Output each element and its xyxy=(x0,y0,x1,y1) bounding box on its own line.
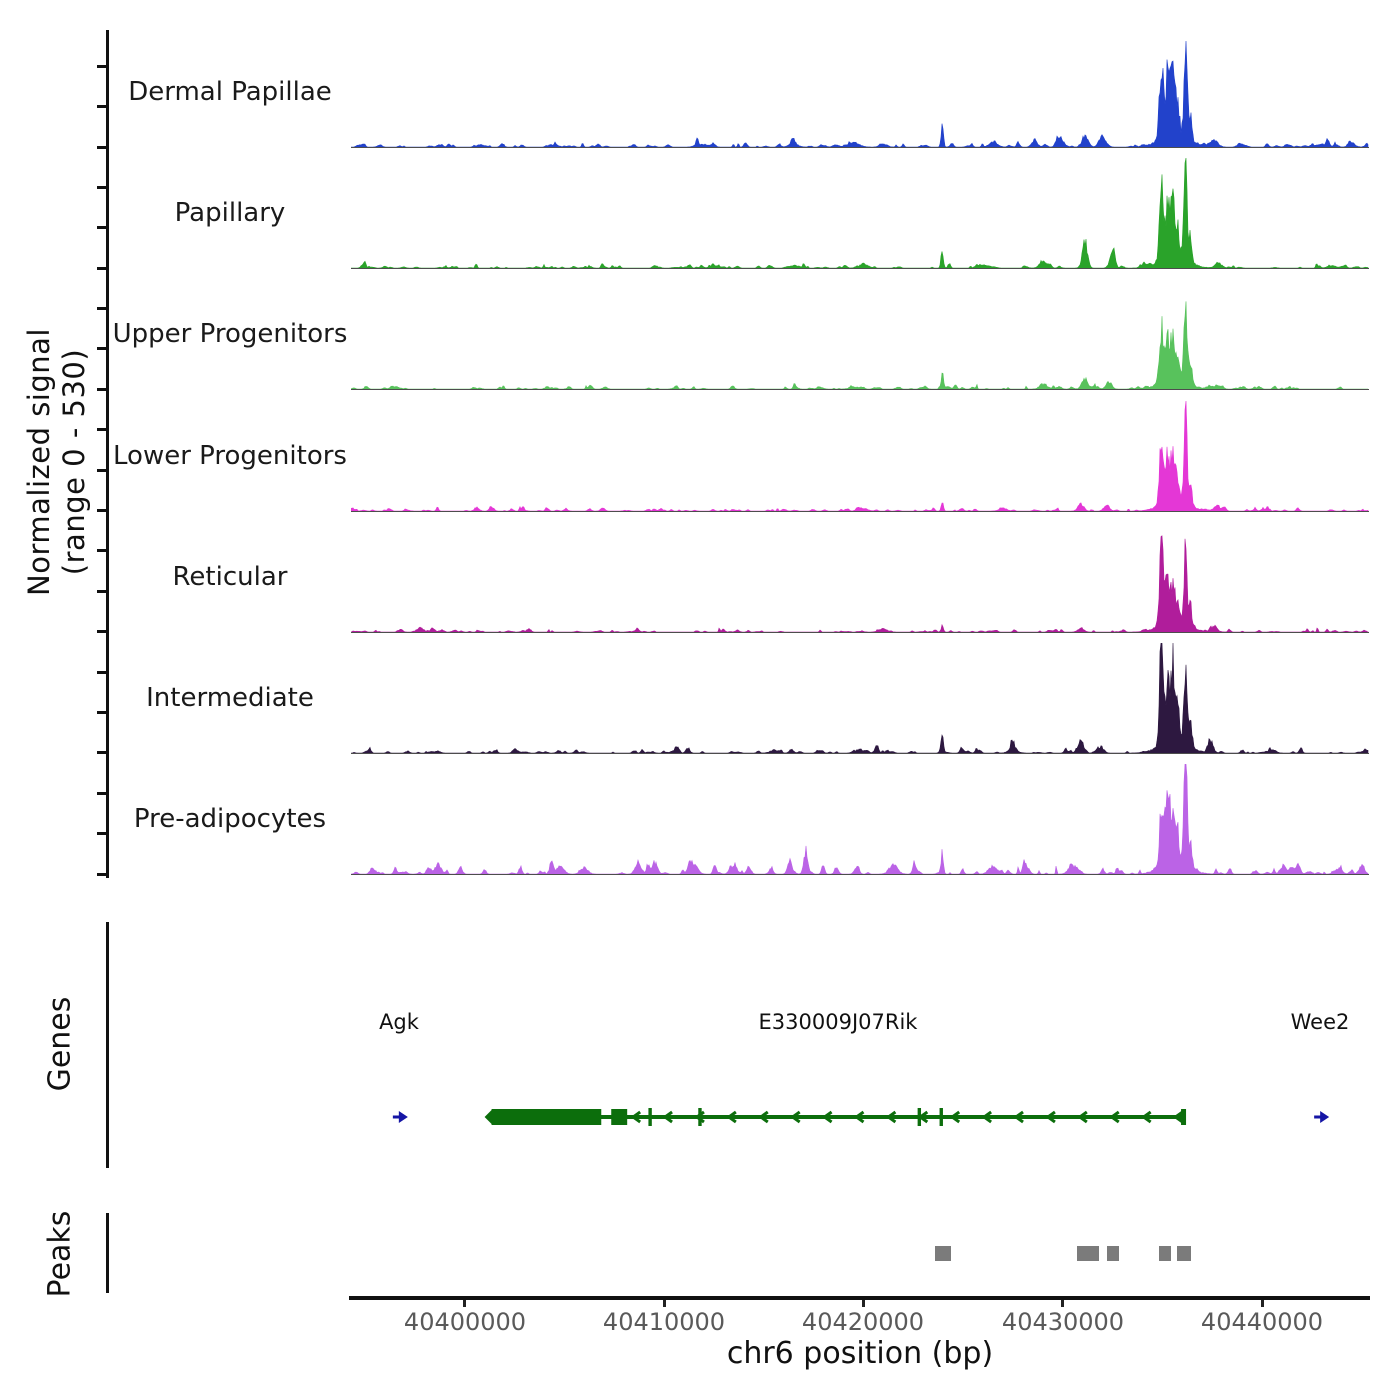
track-baseline xyxy=(351,268,1369,269)
y-axis-tick xyxy=(97,832,106,836)
y-axis-tick xyxy=(97,670,106,674)
x-axis-line xyxy=(349,1296,1370,1300)
peak-interval xyxy=(1159,1246,1171,1261)
gene-glyph-e330009j07rik xyxy=(484,1108,1187,1126)
y-axis-tick xyxy=(97,509,106,512)
track-baseline xyxy=(351,753,1369,754)
peak-interval xyxy=(1177,1246,1191,1261)
y-axis-tick xyxy=(97,64,106,68)
y-axis-tick xyxy=(97,428,106,432)
x-tick xyxy=(1061,1300,1064,1307)
x-tick-label: 40410000 xyxy=(602,1308,726,1336)
track-label-pre-adipocytes: Pre-adipocytes xyxy=(133,804,327,834)
track-label-upper-progenitors: Upper Progenitors xyxy=(112,319,348,349)
y-axis-tick xyxy=(97,468,106,472)
x-tick xyxy=(663,1300,666,1307)
x-tick xyxy=(463,1300,466,1307)
signal-area-reticular xyxy=(351,535,1369,632)
track-label-intermediate: Intermediate xyxy=(146,683,314,713)
peaks-label: Peaks xyxy=(42,1210,78,1298)
track-label-dermal-papillae: Dermal Papillae xyxy=(128,77,332,107)
y-axis-tick xyxy=(97,145,106,149)
y-axis-tick xyxy=(97,387,106,391)
gene-label-e330009j07rik: E330009J07Rik xyxy=(758,1010,918,1034)
y-axis-tick xyxy=(97,549,106,553)
signal-area-lower-progenitors xyxy=(351,401,1369,511)
y-axis-tick xyxy=(97,791,106,795)
x-tick xyxy=(862,1300,865,1307)
peak-interval xyxy=(935,1246,951,1261)
signal-area-upper-progenitors xyxy=(351,301,1368,389)
genes-glyphs xyxy=(392,1108,1330,1126)
signal-y-axis-line xyxy=(106,30,109,878)
genes-label: Genes xyxy=(42,996,78,1092)
y-axis-tick xyxy=(97,226,106,230)
y-axis-tick xyxy=(97,630,106,634)
y-axis-tick xyxy=(97,347,106,351)
track-baseline xyxy=(351,389,1369,390)
gene-label-wee2: Wee2 xyxy=(1290,1010,1350,1034)
track-baseline xyxy=(351,874,1369,875)
track-baseline xyxy=(351,511,1369,512)
gene-glyph-wee2 xyxy=(1314,1111,1330,1123)
y-axis-tick xyxy=(97,307,106,310)
signal-area-dermal-papillae xyxy=(351,40,1369,147)
x-tick-label: 40400000 xyxy=(403,1308,527,1336)
y-axis-tick xyxy=(97,872,106,876)
track-baseline xyxy=(351,147,1369,148)
y-axis-tick xyxy=(97,266,106,270)
y-axis-label-line1: Normalized signal xyxy=(22,328,56,596)
y-axis-tick xyxy=(97,105,106,109)
gene-glyph-agk xyxy=(392,1111,408,1123)
x-tick-label: 40440000 xyxy=(1200,1308,1324,1336)
x-tick-label: 40430000 xyxy=(1001,1308,1125,1336)
signal-area-pre-adipocytes xyxy=(351,764,1369,874)
track-baseline xyxy=(351,632,1369,633)
signal-area-intermediate xyxy=(351,643,1369,753)
signal-area-papillary xyxy=(351,158,1369,268)
peaks-y-axis-line xyxy=(106,1213,109,1293)
genes-y-axis-line xyxy=(106,922,109,1168)
x-tick xyxy=(1261,1300,1264,1307)
track-label-papillary: Papillary xyxy=(174,198,286,228)
y-axis-tick xyxy=(97,711,106,714)
peak-interval xyxy=(1107,1246,1119,1261)
track-label-reticular: Reticular xyxy=(172,562,288,592)
y-axis-tick xyxy=(97,751,106,755)
y-axis-tick xyxy=(97,185,106,189)
peak-interval xyxy=(1077,1246,1099,1261)
track-label-lower-progenitors: Lower Progenitors xyxy=(113,441,347,471)
x-axis-title: chr6 position (bp) xyxy=(726,1336,994,1371)
y-axis-tick xyxy=(97,589,106,593)
gene-label-agk: Agk xyxy=(379,1010,419,1034)
x-tick-label: 40420000 xyxy=(801,1308,925,1336)
